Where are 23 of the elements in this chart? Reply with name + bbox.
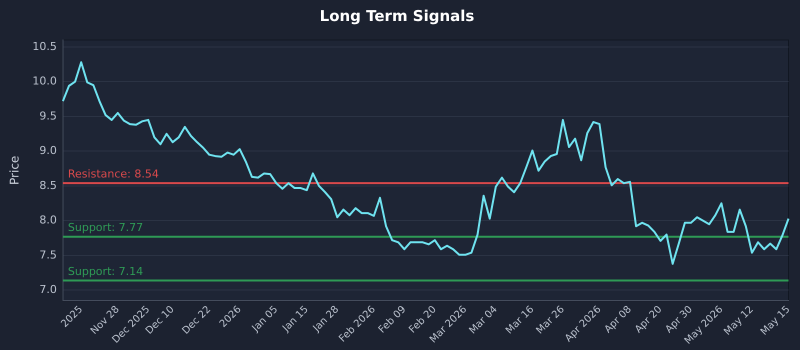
y-tick-label: 8.5 [39,178,57,192]
y-tick-label: 9.5 [39,109,57,122]
ref-line-label: Resistance: 8.54 [68,168,159,181]
y-tick-label: 8.0 [39,214,57,227]
x-tick-label: Dec 22 [180,304,214,337]
y-tick-label: 10.5 [32,40,57,53]
y-tick-label: 9.0 [39,144,57,158]
y-tick-label: 7.5 [39,248,57,262]
x-tick-label: Apr 08 [602,304,634,336]
x-tick-label: Mar 16 [504,304,536,336]
x-tick-label: Feb 09 [376,304,408,336]
x-tick-label: Jan 28 [310,304,342,335]
chart-title: Long Term Signals [320,6,474,25]
ref-line-label: Support: 7.14 [68,264,144,278]
x-tick-label: Jan 15 [280,304,311,335]
x-tick-label: Apr 20 [633,304,664,336]
ref-line-label: Support: 7.77 [68,221,144,234]
x-tick-label: Jan 05 [250,304,280,335]
y-tick-label: 10.0 [32,74,57,88]
y-axis-title: Price [7,156,22,185]
x-tick-label: Mar 04 [467,304,500,336]
y-tick-label: 7.0 [39,283,57,296]
x-tick-label: Mar 26 [534,304,567,336]
